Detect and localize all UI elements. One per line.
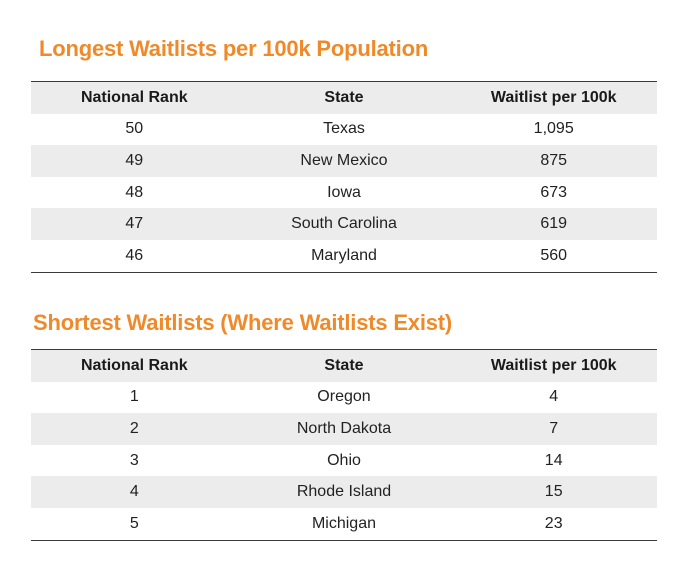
state-cell: Rhode Island xyxy=(296,483,392,501)
rank-cell: 1 xyxy=(129,388,139,406)
waitlist-cell: 560 xyxy=(540,246,568,264)
state-cell: Ohio xyxy=(327,451,361,469)
table-row: 1 Oregon 4 xyxy=(31,382,657,414)
table-row: 50 Texas 1,095 xyxy=(31,114,657,146)
table-row: 46 Maryland 560 xyxy=(31,240,657,272)
longest-waitlists-table: National Rank State Waitlist per 100k 50… xyxy=(31,81,657,273)
state-cell: Maryland xyxy=(311,246,377,264)
shortest-waitlists-table: National Rank State Waitlist per 100k 1 … xyxy=(31,349,657,541)
waitlist-cell: 14 xyxy=(544,451,563,469)
waitlist-cell: 875 xyxy=(540,151,568,169)
table-row: 49 New Mexico 875 xyxy=(31,145,657,177)
rank-cell: 4 xyxy=(129,483,139,501)
waitlist-cell: 619 xyxy=(540,215,568,233)
waitlist-cell: 23 xyxy=(544,514,563,532)
waitlist-cell: 7 xyxy=(549,419,559,437)
state-cell: North Dakota xyxy=(296,419,392,437)
longest-waitlists-title: Longest Waitlists per 100k Population xyxy=(39,36,429,61)
waitlist-cell: 4 xyxy=(549,388,559,406)
rank-cell: 2 xyxy=(129,419,139,437)
column-header-waitlist-per-100k: Waitlist per 100k xyxy=(490,356,617,374)
table-row: 4 Rhode Island 15 xyxy=(31,476,657,508)
waitlist-cell: 15 xyxy=(544,483,563,501)
rank-cell: 5 xyxy=(129,514,139,532)
table-row: 47 South Carolina 619 xyxy=(31,208,657,240)
column-header-national-rank: National Rank xyxy=(80,356,188,374)
table-row: 2 North Dakota 7 xyxy=(31,413,657,445)
column-header-national-rank: National Rank xyxy=(80,88,188,106)
state-cell: New Mexico xyxy=(300,151,388,169)
table-row: 48 Iowa 673 xyxy=(31,177,657,209)
rank-cell: 46 xyxy=(125,246,144,264)
state-cell: Iowa xyxy=(327,183,361,201)
table-row: 5 Michigan 23 xyxy=(31,508,657,540)
rank-cell: 48 xyxy=(125,183,144,201)
waitlist-cell: 673 xyxy=(540,183,568,201)
table-row: 3 Ohio 14 xyxy=(31,445,657,477)
column-header-state: State xyxy=(324,88,364,106)
shortest-waitlists-title: Shortest Waitlists (Where Waitlists Exis… xyxy=(33,310,453,335)
state-cell: Michigan xyxy=(311,514,376,532)
state-cell: Texas xyxy=(323,120,365,138)
column-header-state: State xyxy=(324,356,364,374)
state-cell: South Carolina xyxy=(291,215,397,233)
column-header-waitlist-per-100k: Waitlist per 100k xyxy=(490,88,617,106)
rank-cell: 50 xyxy=(125,120,144,138)
rank-cell: 47 xyxy=(125,215,144,233)
table-header-row: National Rank State Waitlist per 100k xyxy=(31,81,657,114)
table-header-row: National Rank State Waitlist per 100k xyxy=(31,349,657,382)
rank-cell: 49 xyxy=(125,151,144,169)
waitlist-cell: 1,095 xyxy=(533,120,574,138)
rank-cell: 3 xyxy=(129,451,139,469)
state-cell: Oregon xyxy=(317,388,371,406)
